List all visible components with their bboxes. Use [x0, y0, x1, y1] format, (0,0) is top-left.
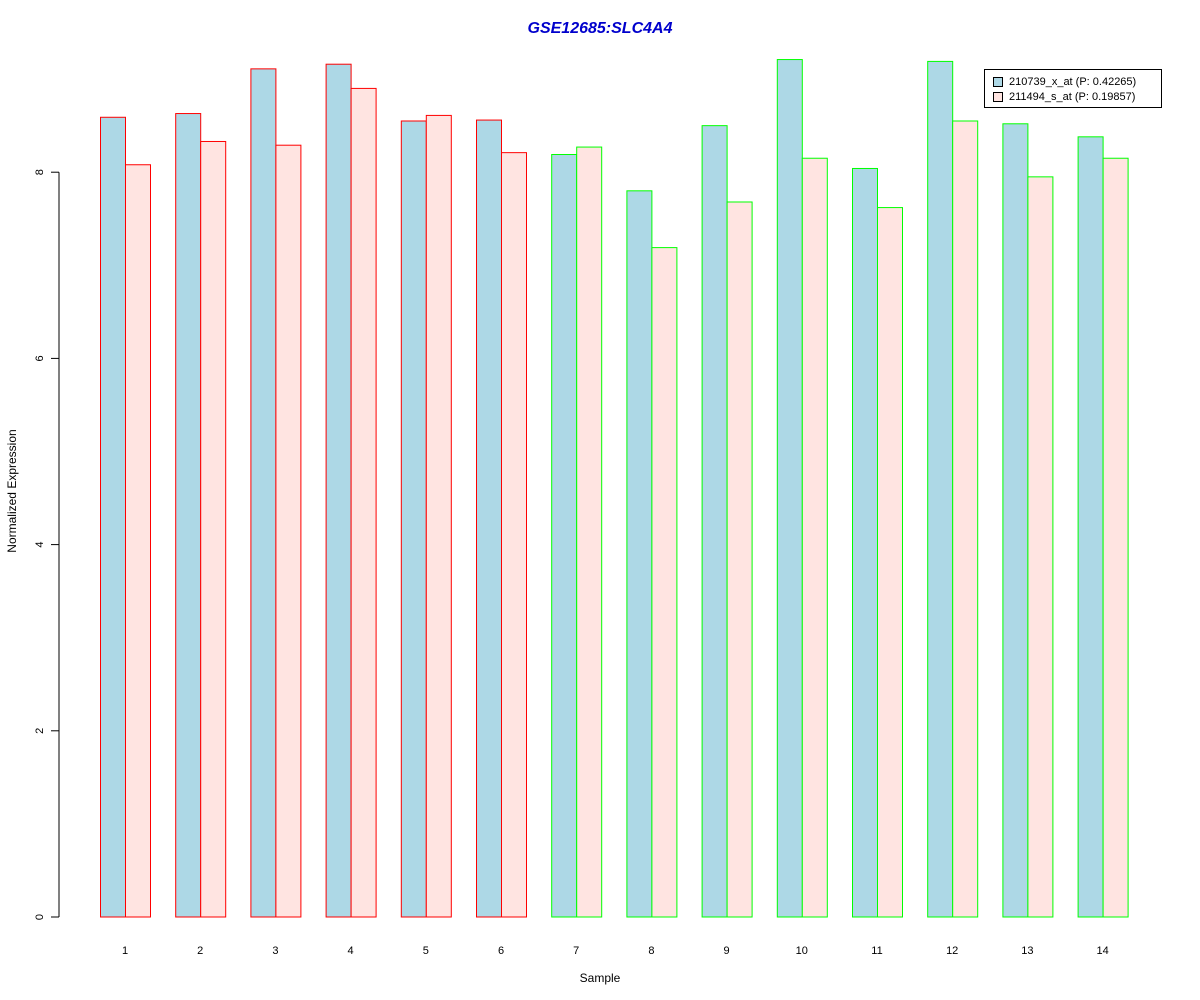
legend-label-series-2: 211494_s_at (P: 0.19857)	[1009, 91, 1136, 103]
y-tick-label-2: 2	[34, 728, 46, 734]
x-tick-label-3: 3	[272, 945, 278, 957]
x-axis-label: Sample	[579, 971, 621, 985]
chart-title: GSE12685:SLC4A4	[527, 20, 673, 37]
x-tick-label-12: 12	[946, 945, 958, 957]
bar-sample-5-series-2	[425, 114, 452, 918]
bar-sample-1-series-2	[125, 164, 151, 918]
y-axis-label: Normalized Expression	[5, 429, 19, 553]
bar-sample-7-series-1	[551, 154, 578, 918]
y-tick-label-6: 6	[34, 355, 46, 361]
bar-sample-11-series-1	[852, 167, 878, 918]
bar-sample-9-series-2	[726, 201, 753, 918]
x-tick-label-5: 5	[423, 945, 429, 957]
bar-sample-3-series-1	[250, 68, 277, 918]
bar-sample-14-series-2	[1102, 157, 1129, 918]
x-tick-label-10: 10	[796, 945, 808, 957]
x-tick-label-11: 11	[871, 945, 882, 957]
legend-label-series-1: 210739_x_at (P: 0.42265)	[1009, 76, 1137, 88]
legend: 210739_x_at (P: 0.42265) 211494_s_at (P:…	[984, 69, 1162, 108]
bar-sample-5-series-1	[400, 120, 427, 918]
bar-sample-12-series-2	[952, 120, 979, 918]
legend-item-series-2: 211494_s_at (P: 0.19857)	[993, 90, 1135, 104]
bar-sample-2-series-2	[200, 140, 227, 918]
x-tick-label-13: 13	[1021, 945, 1033, 957]
bar-sample-6-series-2	[501, 152, 527, 918]
bar-sample-8-series-1	[626, 190, 653, 918]
bar-sample-7-series-2	[576, 146, 603, 918]
x-tick-label-9: 9	[724, 945, 730, 957]
bar-sample-13-series-1	[1002, 123, 1029, 918]
y-tick-label-4: 4	[34, 542, 46, 548]
bar-sample-13-series-2	[1027, 176, 1054, 918]
legend-item-series-1: 210739_x_at (P: 0.42265)	[993, 75, 1136, 89]
bar-sample-14-series-1	[1077, 136, 1104, 918]
bar-sample-9-series-1	[701, 125, 728, 918]
x-tick-label-1: 1	[122, 945, 128, 957]
bar-sample-2-series-1	[175, 113, 202, 918]
x-tick-label-6: 6	[498, 945, 504, 957]
bar-sample-6-series-1	[476, 119, 502, 918]
bar-sample-4-series-2	[350, 87, 377, 918]
x-tick-label-8: 8	[648, 945, 654, 957]
legend-swatch-series-1	[993, 77, 1003, 87]
y-tick-label-0: 0	[34, 914, 46, 920]
bar-sample-4-series-1	[325, 63, 352, 918]
bar-sample-8-series-2	[651, 247, 678, 918]
bar-sample-10-series-2	[801, 157, 828, 918]
bar-sample-12-series-1	[927, 60, 954, 918]
bar-sample-1-series-1	[100, 116, 126, 918]
y-tick-label-8: 8	[34, 169, 46, 175]
legend-swatch-series-2	[993, 92, 1003, 102]
x-tick-label-7: 7	[573, 945, 579, 957]
x-tick-label-4: 4	[348, 945, 354, 957]
bar-sample-3-series-2	[275, 144, 302, 918]
x-tick-label-14: 14	[1096, 945, 1108, 957]
bar-sample-10-series-1	[776, 59, 803, 918]
x-tick-label-2: 2	[197, 945, 203, 957]
bar-sample-11-series-2	[877, 207, 903, 918]
